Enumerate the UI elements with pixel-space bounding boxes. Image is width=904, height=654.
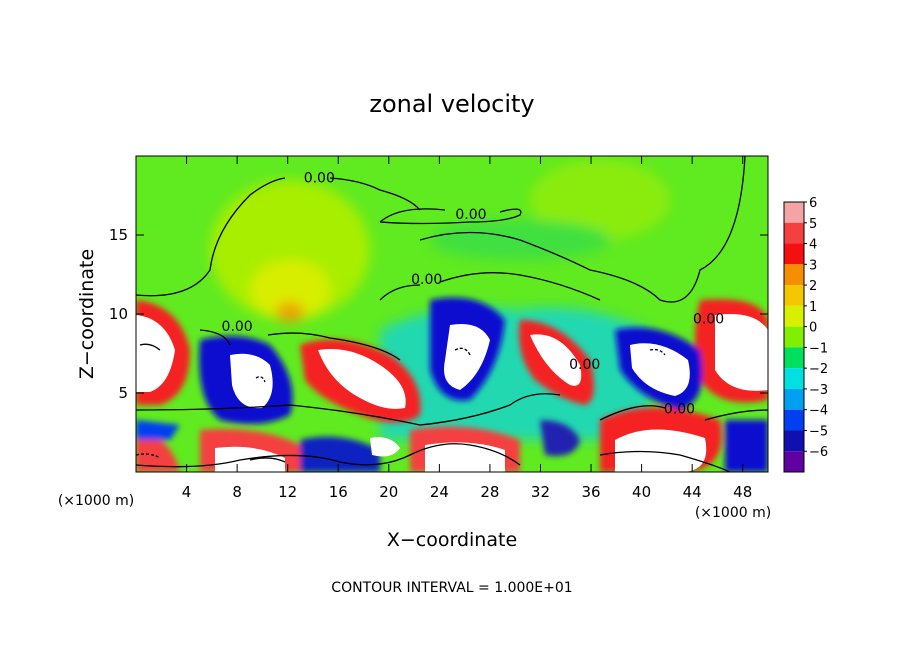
chart-title: zonal velocity bbox=[369, 90, 534, 118]
colorbar: 6 5 4 3 2 1 0 −1 −2 −3 −4 −5 −6 bbox=[783, 196, 828, 473]
x-unit-left: (×1000 m) bbox=[58, 493, 134, 509]
velocity-field bbox=[136, 156, 768, 472]
contour-interval-note: CONTOUR INTERVAL = 1.000E+01 bbox=[331, 580, 572, 596]
contour-label: 0.00 bbox=[664, 401, 695, 417]
x-tick-label: 4 bbox=[182, 483, 192, 501]
colorbar-tick-label: −2 bbox=[809, 362, 828, 377]
y-tick-label: 10 bbox=[109, 305, 128, 323]
contour-label: 0.00 bbox=[304, 171, 335, 187]
colorbar-tick-label: 1 bbox=[809, 300, 817, 315]
x-tick-label: 12 bbox=[278, 483, 297, 501]
colorbar-swatch bbox=[784, 243, 804, 265]
y-axis: 5 10 15 bbox=[109, 226, 768, 402]
x-tick-label: 36 bbox=[581, 483, 600, 501]
colorbar-swatch bbox=[784, 451, 804, 472]
colorbar-swatch bbox=[784, 222, 804, 244]
colorbar-tick-label: 4 bbox=[809, 238, 817, 253]
colorbar-tick-label: 5 bbox=[809, 217, 817, 232]
contour-label: 0.00 bbox=[411, 272, 442, 288]
colorbar-tick-label: 3 bbox=[809, 258, 817, 273]
contour-label: 0.00 bbox=[569, 357, 600, 373]
contour-lines bbox=[136, 156, 768, 472]
colorbar-frame bbox=[783, 201, 805, 473]
y-axis-label: Z−coordinate bbox=[76, 249, 98, 379]
x-tick-label: 48 bbox=[733, 483, 752, 501]
x-axis-label: X−coordinate bbox=[387, 529, 517, 551]
colorbar-swatch bbox=[784, 409, 804, 431]
colorbar-tick-label: −4 bbox=[809, 404, 828, 419]
x-tick-label: 44 bbox=[683, 483, 702, 501]
x-tick-label: 16 bbox=[329, 483, 348, 501]
x-tick-label: 32 bbox=[531, 483, 550, 501]
x-tick-label: 40 bbox=[632, 483, 651, 501]
contour-label: 0.00 bbox=[455, 207, 486, 223]
colorbar-tick-label: 6 bbox=[809, 196, 817, 211]
colorbar-swatch bbox=[784, 305, 804, 327]
x-axis: 4 8 12 16 20 24 28 32 36 40 44 48 bbox=[182, 156, 752, 501]
colorbar-swatch bbox=[784, 347, 804, 369]
colorbar-swatch bbox=[784, 326, 804, 348]
x-tick-label: 20 bbox=[379, 483, 398, 501]
x-tick-label: 24 bbox=[430, 483, 449, 501]
x-unit-right: (×1000 m) bbox=[695, 505, 771, 521]
colorbar-swatch bbox=[784, 285, 804, 306]
colorbar-swatch bbox=[784, 388, 804, 410]
x-tick-label: 8 bbox=[232, 483, 242, 501]
x-tick-label: 28 bbox=[480, 483, 499, 501]
contour-label: 0.00 bbox=[222, 319, 253, 335]
colorbar-tick-label: −6 bbox=[809, 445, 828, 460]
colorbar-tick-label: 2 bbox=[809, 279, 817, 294]
colorbar-swatch bbox=[784, 202, 804, 223]
colorbar-swatch bbox=[784, 368, 804, 389]
contour-label: 0.00 bbox=[693, 311, 724, 327]
colorbar-swatch bbox=[784, 264, 804, 286]
colorbar-tick-label: −3 bbox=[809, 383, 828, 398]
y-tick-label: 15 bbox=[109, 226, 128, 244]
colorbar-tick-label: −1 bbox=[809, 341, 828, 356]
colorbar-tick-label: 0 bbox=[809, 321, 817, 336]
y-tick-label: 5 bbox=[118, 384, 128, 402]
contour-labels: 0.00 0.00 0.00 0.00 0.00 0.00 0.00 bbox=[222, 171, 725, 418]
colorbar-swatch bbox=[784, 430, 804, 452]
colorbar-tick-label: −5 bbox=[809, 424, 828, 439]
